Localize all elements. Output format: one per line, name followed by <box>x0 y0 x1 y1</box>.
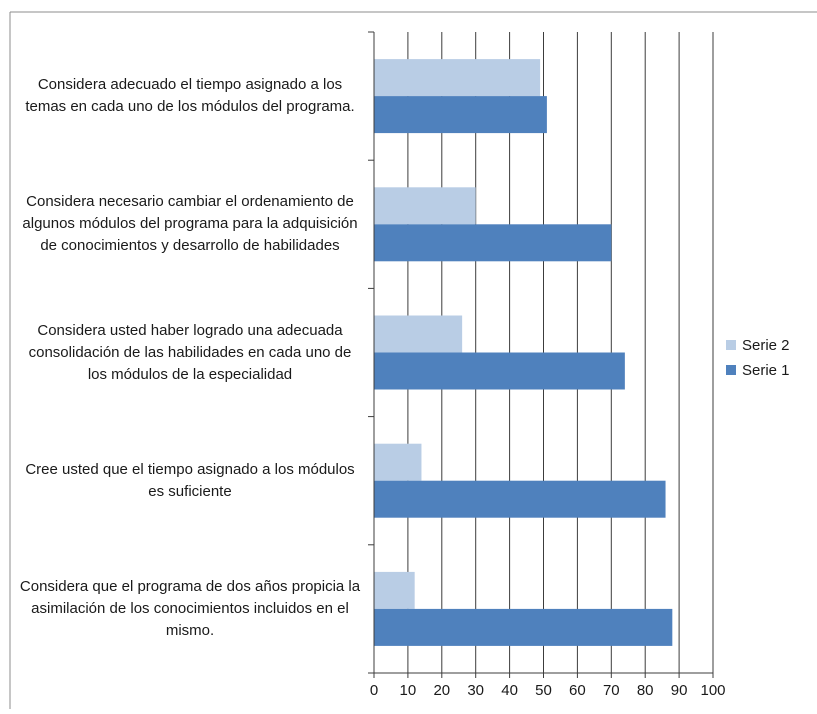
x-tick-label: 100 <box>700 682 725 699</box>
category-label: Considera necesario cambiar el ordenamie… <box>22 193 358 255</box>
x-tick-label: 90 <box>671 682 688 699</box>
legend: Serie 2 Serie 1 <box>726 337 790 379</box>
bar-serie-2 <box>374 571 415 609</box>
x-tick-label: 50 <box>535 682 552 699</box>
bar-serie-2 <box>374 59 541 97</box>
category-label: Considera que el programa de dos años pr… <box>19 577 361 639</box>
legend-swatch <box>726 340 736 350</box>
category-label: Cree usted que el tiempo asignado a los … <box>25 460 355 500</box>
legend-swatch <box>726 365 736 375</box>
category-label: Considera adecuado el tiempo asignado a … <box>25 76 355 116</box>
x-tick-label: 10 <box>400 682 417 699</box>
x-tick-label: 70 <box>603 682 620 699</box>
x-tick-label: 20 <box>433 682 450 699</box>
axes <box>368 31 714 678</box>
bar-serie-1 <box>374 608 673 646</box>
legend-label: Serie 1 <box>742 362 790 379</box>
x-tick-label: 40 <box>501 682 518 699</box>
x-tick-labels: 0 10 20 30 40 50 60 70 80 90 100 <box>370 682 726 699</box>
category-label: Considera usted haber logrado una adecua… <box>28 321 352 383</box>
x-tick-label: 0 <box>370 682 378 699</box>
x-tick-label: 80 <box>637 682 654 699</box>
x-tick-label: 30 <box>467 682 484 699</box>
bar-serie-1 <box>374 480 666 518</box>
bar-serie-1 <box>374 224 612 262</box>
bars <box>374 59 673 646</box>
bar-serie-2 <box>374 315 463 353</box>
legend-label: Serie 2 <box>742 337 790 354</box>
bar-serie-2 <box>374 187 476 225</box>
bar-serie-1 <box>374 352 625 390</box>
bar-serie-1 <box>374 96 547 134</box>
bar-serie-2 <box>374 443 422 481</box>
x-tick-label: 60 <box>569 682 586 699</box>
